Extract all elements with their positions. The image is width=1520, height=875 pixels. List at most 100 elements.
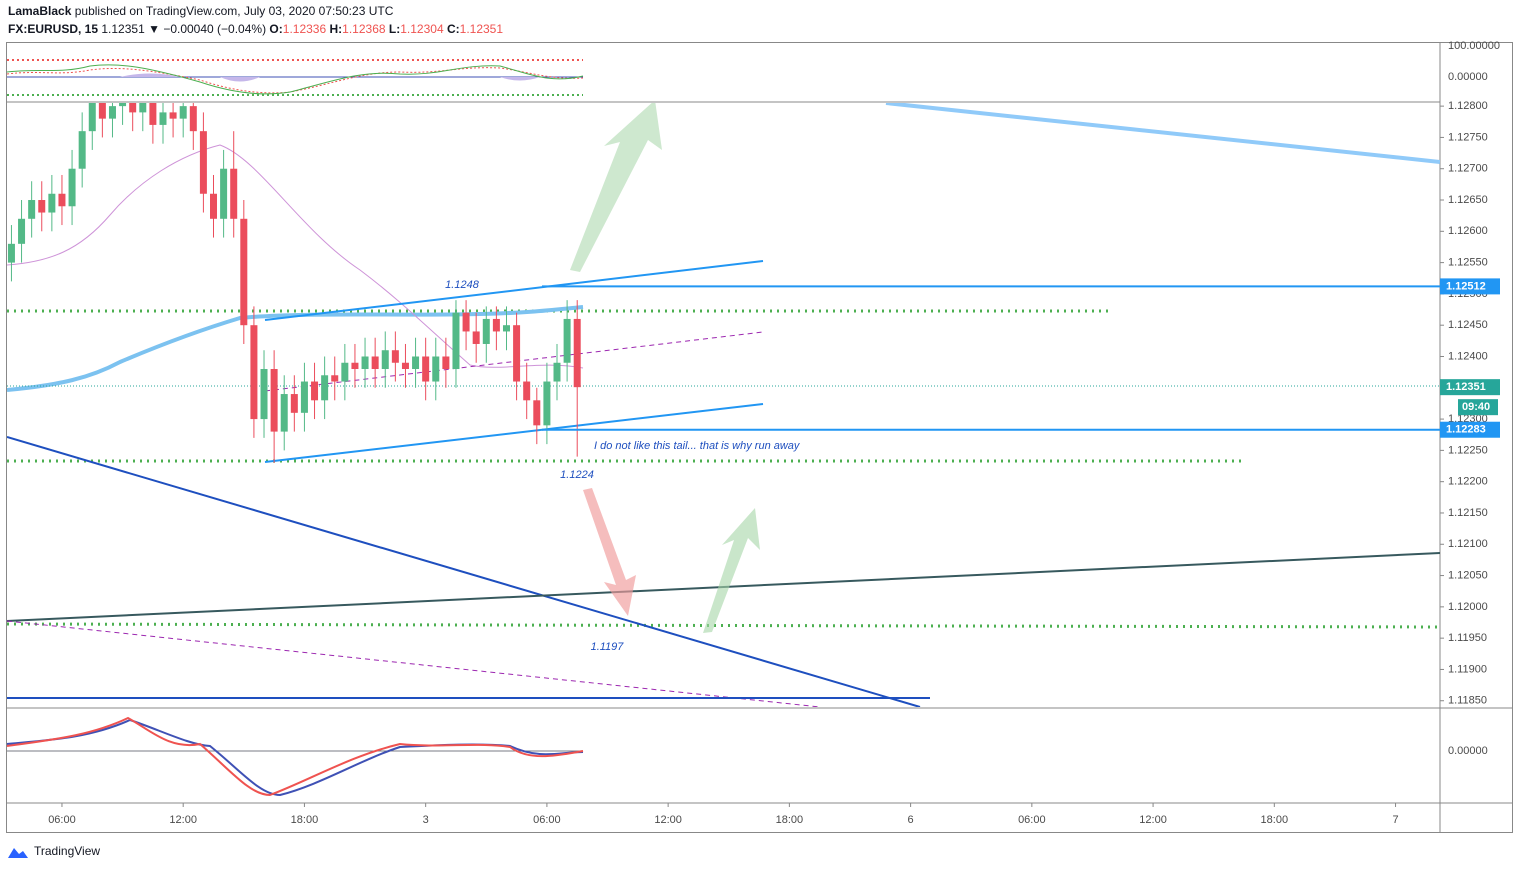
x-tick-label: 12:00	[169, 814, 197, 826]
quote-line: FX:EURUSD, 15 1.12351 ▼ −0.00040 (−0.04%…	[8, 22, 503, 36]
y-tick-label: 1.12400	[1448, 350, 1488, 362]
candle-body	[563, 318, 571, 363]
candle-body	[179, 106, 187, 119]
candle-body	[351, 362, 359, 370]
candle-body	[270, 369, 278, 432]
osc-line	[6, 64, 584, 95]
candle-body	[78, 131, 86, 169]
candle-body	[412, 356, 420, 370]
channel-line	[264, 260, 764, 321]
countdown: 09:40	[1462, 401, 1490, 413]
candle-body	[139, 103, 147, 113]
frame	[6, 42, 1513, 833]
x-tick-label: 18:00	[1261, 814, 1289, 826]
quote-key: H:	[330, 22, 343, 36]
candle-body	[573, 318, 581, 388]
quote-value: 1.12304	[400, 22, 444, 36]
candle-body	[38, 200, 46, 213]
candle-body	[371, 356, 379, 370]
candle-body	[391, 350, 399, 363]
candle-body	[149, 103, 157, 125]
trend-line	[7, 436, 921, 707]
quote-value: 1.12351	[460, 22, 504, 36]
y-tick-label: 1.12550	[1448, 257, 1488, 269]
x-tick-label: 06:00	[533, 814, 561, 826]
candle-body	[523, 381, 531, 401]
moving-average	[7, 144, 584, 369]
candle-body	[169, 112, 177, 119]
price-label-box	[1440, 278, 1500, 295]
x-tick-label: 3	[423, 814, 429, 826]
candle-body	[381, 350, 389, 370]
published: published on TradingView.com, July 03, 2…	[75, 4, 394, 18]
candle-body	[58, 193, 66, 207]
candle-body	[220, 168, 228, 219]
support-line	[7, 622, 1440, 629]
y-tick-label: 1.11850	[1448, 695, 1487, 707]
candle-body	[462, 312, 470, 332]
x-tick-label: 06:00	[1018, 814, 1046, 826]
candle-body	[240, 218, 248, 326]
candle-body	[230, 168, 238, 219]
candle-body	[311, 381, 319, 401]
candle-body	[260, 369, 268, 420]
candle-body	[341, 362, 349, 382]
y-tick-label: 1.11900	[1448, 663, 1487, 675]
candle-body	[88, 103, 96, 132]
y-tick-label: 1.12000	[1448, 601, 1488, 613]
y-tick-label: 1.12050	[1448, 569, 1488, 581]
candle-body	[422, 356, 430, 382]
quote-key: C:	[447, 22, 460, 36]
signal-line	[6, 716, 584, 797]
candle-body	[280, 394, 288, 432]
quote-key: L:	[389, 22, 400, 36]
candle-body	[543, 381, 551, 426]
last-price-label: 1.12351	[1446, 381, 1486, 393]
arrow-up	[703, 508, 760, 633]
quote-key: O:	[269, 22, 282, 36]
y-tick-label: 1.12450	[1448, 319, 1488, 331]
candle-body	[442, 356, 450, 370]
candle-body	[331, 375, 339, 382]
channel-line	[264, 403, 764, 463]
last-price-box	[1440, 379, 1500, 396]
candle-body	[321, 375, 329, 401]
y-tick-label: 1.12100	[1448, 538, 1488, 550]
price-label: 1.12283	[1446, 424, 1486, 436]
candle-body	[502, 325, 510, 332]
y-tick-label: 1.12200	[1448, 476, 1488, 488]
annotation: 1.1248	[445, 279, 480, 291]
x-tick-label: 12:00	[1139, 814, 1167, 826]
macd-tick-label: 0.00000	[1448, 745, 1488, 757]
osc-fill	[120, 73, 540, 82]
osc-tick-label: 100.00000	[1448, 40, 1500, 52]
x-tick-label: 06:00	[48, 814, 76, 826]
footer-brand: TradingView	[34, 844, 100, 858]
y-tick-label: 1.12600	[1448, 225, 1488, 237]
trend-line	[885, 103, 1440, 164]
candle-body	[452, 312, 460, 370]
x-tick-label: 7	[1392, 814, 1398, 826]
y-tick-label: 1.11950	[1448, 632, 1487, 644]
candle-body	[189, 106, 197, 132]
arrow-up	[570, 103, 662, 272]
drawings	[7, 103, 1440, 707]
candle-body	[492, 318, 500, 332]
y-tick-label: 1.12250	[1448, 444, 1488, 456]
arrow-down	[583, 488, 636, 616]
candle-body	[361, 356, 369, 370]
annotation: 1.1224	[560, 469, 594, 481]
moving-average	[7, 305, 584, 392]
candles	[7, 103, 581, 463]
x-tick-label: 18:00	[291, 814, 319, 826]
candle-body	[199, 131, 207, 194]
quote-value: 1.12336	[283, 22, 327, 36]
candle-body	[48, 193, 56, 213]
candle-body	[119, 103, 127, 107]
candle-body	[533, 400, 541, 426]
last: 1.12351	[101, 22, 145, 36]
x-tick-label: 12:00	[654, 814, 682, 826]
candle-body	[108, 106, 116, 119]
